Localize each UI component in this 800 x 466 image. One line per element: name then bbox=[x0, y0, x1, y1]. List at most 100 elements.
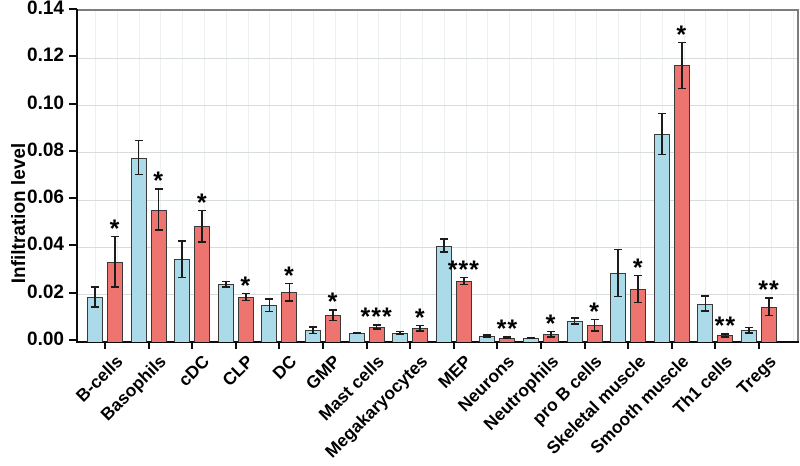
y-axis-tick bbox=[69, 291, 77, 294]
y-tick-label: 0.04 bbox=[27, 234, 64, 256]
vertical-gridline bbox=[269, 11, 271, 342]
error-bar-red-neutrophils bbox=[547, 330, 555, 338]
y-axis-tick bbox=[69, 244, 77, 247]
y-tick-label: 0.00 bbox=[27, 329, 64, 350]
error-stem bbox=[617, 248, 619, 298]
y-axis-tick bbox=[69, 339, 77, 341]
error-stem bbox=[704, 295, 707, 312]
vertical-gridline bbox=[116, 11, 118, 342]
y-tick-label: 0.14 bbox=[27, 0, 64, 19]
error-bar-blue-pro-b-cells bbox=[570, 317, 579, 325]
error-bar-blue-gmp bbox=[309, 326, 317, 335]
x-axis-tick bbox=[191, 343, 194, 349]
error-bar-blue-mep bbox=[439, 238, 448, 253]
x-tick-label-cdc: cDC bbox=[174, 351, 214, 390]
horizontal-gridline bbox=[78, 57, 797, 59]
error-stem bbox=[573, 317, 576, 325]
x-axis-tick bbox=[758, 343, 760, 349]
x-tick-label-clp: CLP bbox=[218, 351, 257, 390]
horizontal-gridline bbox=[78, 152, 797, 154]
error-bar-red-pro-b-cells bbox=[590, 318, 599, 332]
error-bar-blue-clp bbox=[221, 280, 230, 288]
vertical-gridline bbox=[225, 11, 227, 342]
error-bar-blue-basophils bbox=[134, 139, 143, 176]
vertical-gridline bbox=[313, 11, 314, 342]
horizontal-gridline bbox=[78, 105, 797, 107]
error-stem bbox=[463, 276, 465, 286]
error-stem bbox=[768, 297, 770, 317]
vertical-gridline bbox=[443, 11, 445, 342]
bar-red-mep bbox=[455, 281, 472, 342]
significance-stars-basophils: * bbox=[153, 167, 164, 196]
vertical-gridline bbox=[400, 11, 402, 342]
error-stem bbox=[443, 238, 445, 253]
vertical-gridline bbox=[596, 11, 598, 342]
error-stem bbox=[399, 330, 401, 335]
error-bar-blue-dc bbox=[265, 298, 274, 313]
vertical-gridline bbox=[378, 11, 380, 342]
x-axis-tick bbox=[322, 343, 324, 349]
significance-stars-skeletal-muscle: * bbox=[632, 253, 644, 282]
bar-red-clp bbox=[237, 297, 254, 342]
error-bar-blue-cdc bbox=[178, 240, 187, 279]
error-stem bbox=[355, 331, 358, 335]
vertical-gridline bbox=[334, 11, 336, 342]
error-stem bbox=[748, 326, 750, 334]
error-bar-red-gmp bbox=[329, 309, 337, 322]
vertical-gridline bbox=[182, 11, 184, 342]
vertical-gridline bbox=[422, 11, 423, 342]
bar-blue-smooth-muscle bbox=[653, 133, 670, 342]
y-tick-label: 0.12 bbox=[27, 45, 64, 67]
vertical-gridline bbox=[487, 11, 489, 342]
error-stem bbox=[375, 324, 378, 330]
error-stem bbox=[114, 235, 116, 288]
y-tick-label: 0.02 bbox=[27, 281, 64, 303]
vertical-gridline bbox=[770, 11, 772, 342]
x-axis-tick bbox=[104, 343, 106, 349]
error-bar-red-dc bbox=[285, 282, 294, 302]
significance-stars-tregs: ** bbox=[758, 276, 780, 305]
error-bar-red-th1-cells bbox=[721, 333, 730, 338]
error-bar-blue-neutrophils bbox=[527, 336, 535, 339]
error-stem bbox=[94, 286, 96, 308]
error-stem bbox=[201, 209, 203, 243]
y-axis-tick bbox=[69, 102, 77, 105]
significance-stars-mast-cells: *** bbox=[360, 303, 393, 332]
error-bar-blue-megakaryocytes bbox=[396, 330, 405, 335]
significance-stars-megakaryocytes: * bbox=[414, 303, 426, 332]
vertical-gridline bbox=[465, 11, 467, 342]
significance-stars-pro-b-cells: * bbox=[589, 297, 600, 326]
error-stem bbox=[312, 326, 314, 335]
error-bar-red-clp bbox=[241, 292, 250, 302]
bar-blue-clp bbox=[217, 284, 234, 342]
error-bar-red-smooth-muscle bbox=[677, 41, 686, 90]
error-stem bbox=[332, 309, 334, 322]
vertical-gridline bbox=[727, 11, 729, 342]
significance-stars-cdc: * bbox=[196, 188, 208, 217]
vertical-gridline bbox=[160, 11, 162, 342]
error-stem bbox=[419, 324, 421, 332]
y-tick-label: 0.06 bbox=[27, 187, 64, 209]
plot-area: * * * * * * *** * *** ** * * * * ** ** bbox=[78, 9, 799, 342]
x-axis-tick bbox=[583, 343, 586, 349]
x-axis-tick bbox=[627, 343, 630, 349]
error-bar-red-tregs bbox=[765, 297, 773, 317]
error-bar-blue-smooth-muscle bbox=[657, 112, 666, 156]
y-tick-label: 0.08 bbox=[27, 139, 64, 161]
significance-stars-th1-cells: ** bbox=[714, 312, 737, 341]
significance-stars-neurons: ** bbox=[496, 315, 519, 344]
vertical-gridline bbox=[356, 11, 358, 342]
error-bar-red-b-cells bbox=[111, 235, 119, 288]
x-tick-label-dc: DC bbox=[268, 351, 301, 384]
error-stem bbox=[637, 274, 639, 304]
significance-stars-b-cells: * bbox=[109, 214, 121, 243]
y-axis-tick bbox=[69, 197, 77, 200]
vertical-gridline bbox=[531, 11, 532, 342]
error-stem bbox=[593, 318, 596, 332]
error-bar-blue-b-cells bbox=[91, 286, 99, 308]
error-stem bbox=[157, 188, 160, 231]
y-axis-tick bbox=[69, 55, 77, 58]
y-axis-tick bbox=[69, 149, 77, 152]
bar-blue-mast-cells bbox=[348, 333, 365, 342]
bar-red-smooth-muscle bbox=[673, 65, 690, 342]
